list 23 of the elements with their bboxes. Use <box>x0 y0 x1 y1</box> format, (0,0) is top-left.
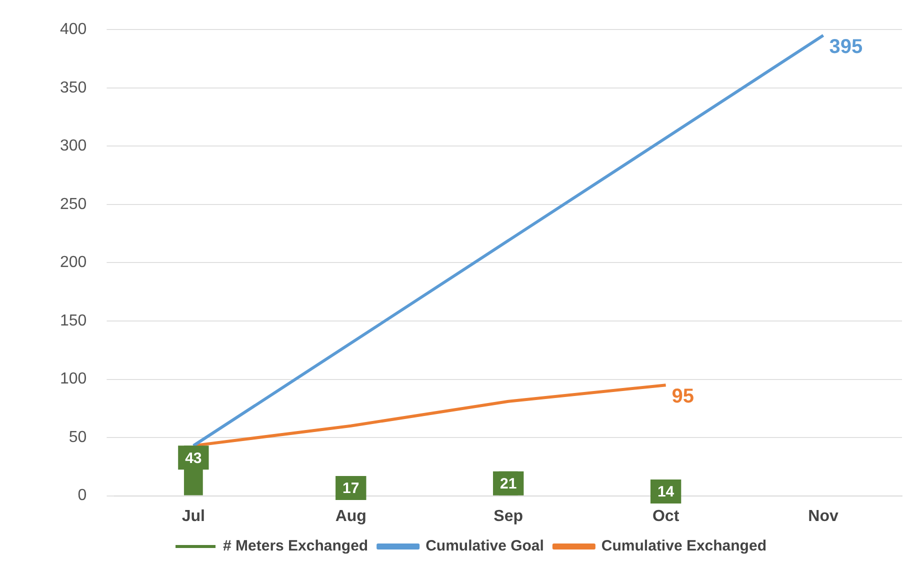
legend-label: # Meters Exchanged <box>223 538 368 555</box>
y-tick-label: 50 <box>68 428 87 446</box>
data-label: 95 <box>672 386 694 408</box>
data-label: 21 <box>500 475 517 492</box>
x-tick-label: Oct <box>652 508 680 525</box>
legend-label: Cumulative Exchanged <box>601 538 766 555</box>
y-tick-label: 400 <box>60 21 87 38</box>
y-tick-label: 150 <box>60 312 87 330</box>
x-tick-label: Sep <box>494 508 524 525</box>
y-tick-label: 100 <box>60 370 87 388</box>
x-tick-label: Nov <box>808 508 838 525</box>
y-tick-label: 250 <box>60 196 87 213</box>
y-tick-label: 0 <box>78 487 87 504</box>
y-tick-label: 200 <box>60 254 87 272</box>
data-label: 395 <box>829 36 863 58</box>
data-label: 14 <box>657 484 675 501</box>
legend-label: Cumulative Goal <box>426 538 544 555</box>
y-tick-label: 350 <box>60 79 87 96</box>
x-tick-label: Jul <box>182 508 205 525</box>
data-label: 17 <box>342 480 360 498</box>
y-tick-label: 300 <box>60 138 87 155</box>
x-tick-label: Aug <box>335 508 366 525</box>
data-label: 43 <box>185 450 202 467</box>
